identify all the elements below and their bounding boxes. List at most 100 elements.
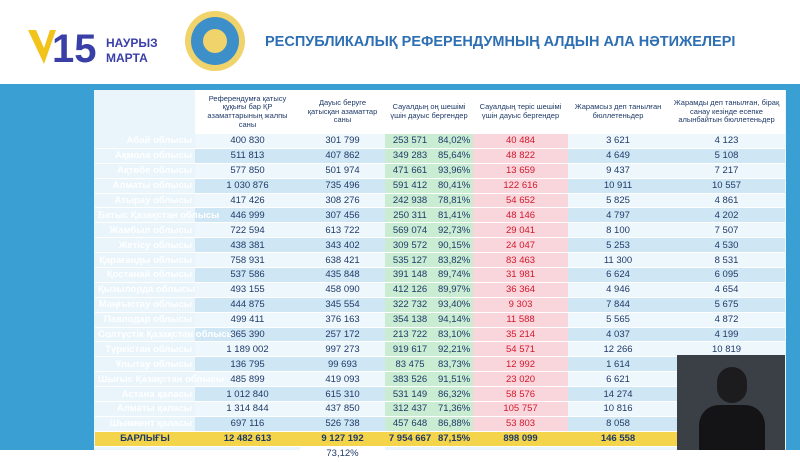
cell: 3 621	[568, 134, 669, 149]
cell: 93,96%	[435, 163, 474, 179]
cell: 10 911	[568, 178, 669, 194]
cell: 9 437	[568, 163, 669, 179]
cell: 4 946	[568, 282, 669, 298]
region-name: Маңғыстау облысы	[95, 297, 195, 313]
cell: 301 799	[300, 134, 385, 149]
cell: 591 412	[385, 178, 435, 194]
header: 15 НАУРЫЗ МАРТА РЕСПУБЛИКАЛЫҚ РЕФЕРЕНДУМ…	[0, 0, 800, 84]
cell: 90,15%	[435, 237, 474, 254]
cell: 997 273	[300, 341, 385, 358]
cell: 54 571	[473, 341, 569, 358]
cell: 485 899	[195, 371, 300, 388]
cell: 93,40%	[435, 297, 474, 313]
cell: 343 402	[300, 237, 385, 254]
cell: 136 795	[195, 356, 300, 373]
cell: 23 020	[473, 371, 569, 388]
cell: 383 526	[385, 371, 435, 388]
cell: 412 126	[385, 282, 435, 298]
cell: 11 588	[473, 312, 569, 328]
data-row: Атырау облысы 417 426 308 276 242 938 78,81%…	[95, 193, 786, 209]
cell: 4 530	[668, 237, 786, 254]
data-row: Түркістан облысы 1 189 002 997 273 919 617 9…	[95, 341, 786, 358]
cell: 758 931	[195, 252, 300, 269]
cell: 78,81%	[435, 193, 474, 209]
region-name: Түркістан облысы	[95, 341, 195, 358]
cell: 5 253	[568, 237, 669, 254]
cell: 1 614	[568, 356, 669, 373]
cell: 444 875	[195, 297, 300, 313]
cell: 7 844	[568, 297, 669, 313]
cell: 307 456	[300, 207, 385, 224]
cell: 499 411	[195, 312, 300, 328]
cell: 8 058	[568, 416, 669, 432]
cell: 7 507	[668, 222, 786, 239]
data-row: Абай облысы 400 830 301 799 253 571 84,02% 40…	[95, 134, 786, 149]
cell: 569 074	[385, 222, 435, 239]
total-row: БАРЛЫҒЫ 12 482 613 9 127 192 7 954 667 87,15…	[95, 431, 786, 447]
cell: 438 381	[195, 237, 300, 254]
cell: 81,41%	[435, 207, 474, 224]
cell: 92,21%	[435, 341, 474, 358]
cell: 83 463	[473, 252, 569, 269]
logo-text: МАРТА	[106, 51, 148, 65]
data-row: Қарағанды облысы 758 931 638 421 535 127 83,…	[95, 252, 786, 269]
cell: 250 311	[385, 207, 435, 224]
logo-number: 15	[52, 27, 97, 71]
logo: 15 НАУРЫЗ МАРТА	[28, 11, 245, 71]
cell: 615 310	[300, 386, 385, 403]
data-row: Қостанай облысы 537 586 435 848 391 148 89,7…	[95, 267, 786, 283]
region-name: БАРЛЫҒЫ	[95, 431, 195, 447]
column-header: Референдумға қатысу құқығы бар ҚР азамат…	[195, 90, 300, 134]
cell: 435 848	[300, 267, 385, 283]
cell: 365 390	[195, 327, 300, 343]
cell: 71,36%	[435, 401, 474, 417]
cell: 86,88%	[435, 416, 474, 432]
region-name: Ұлытау облысы	[95, 356, 195, 373]
region-name: Шығыс Қазақстан облысы	[95, 371, 224, 388]
cell: 13 659	[473, 163, 569, 179]
cell: 9 303	[473, 297, 569, 313]
cell: 89,97%	[435, 282, 474, 298]
cell: 5 108	[668, 148, 786, 164]
data-row: Павлодар облысы 499 411 376 163 354 138 94,1…	[95, 312, 786, 328]
cell: 11 300	[568, 252, 669, 269]
cell: 8 100	[568, 222, 669, 239]
cell: 12 482 613	[195, 431, 300, 447]
cell: 535 127	[385, 252, 435, 269]
cell: 322 732	[385, 297, 435, 313]
region-name: Солтүстік Қазақстан облысы	[95, 327, 235, 343]
cell: 86,32%	[435, 386, 474, 403]
cell: 526 738	[300, 416, 385, 432]
region-name: Жамбыл облысы	[95, 222, 195, 239]
logo-text: НАУРЫЗ	[106, 36, 158, 50]
region-name: Жетісу облысы	[95, 237, 195, 254]
cell: 105 757	[473, 401, 569, 417]
region-name: Алматы облысы	[95, 178, 195, 194]
region-name: Атырау облысы	[95, 193, 195, 209]
column-header: Жарамсыз деп танылған бюллетеньдер	[568, 90, 669, 134]
cell: 471 661	[385, 163, 435, 179]
cell: 7 217	[668, 163, 786, 179]
cell: 4 654	[668, 282, 786, 298]
cell: 83,73%	[435, 356, 474, 373]
region-name: Қызылорда облысы	[95, 282, 195, 298]
cell: 48 822	[473, 148, 569, 164]
cell: 6 624	[568, 267, 669, 283]
sign-language-overlay	[677, 355, 785, 450]
region-name: Ақмола облысы	[95, 148, 195, 164]
cell: 36 364	[473, 282, 569, 298]
data-row: Ақмола облысы 511 813 407 862 349 283 85,64%…	[95, 148, 786, 164]
data-row: Жетісу облысы 438 381 343 402 309 572 90,15%…	[95, 237, 786, 254]
cell: 309 572	[385, 237, 435, 254]
cell: 1 189 002	[195, 341, 300, 358]
cell: 54 652	[473, 193, 569, 209]
cell: 345 554	[300, 297, 385, 313]
region-name: Астана қаласы	[95, 386, 195, 403]
cell: 91,51%	[435, 371, 474, 388]
cell: 12 992	[473, 356, 569, 373]
cell: 40 484	[473, 134, 569, 149]
cell: 83,10%	[435, 327, 474, 343]
cell: 312 437	[385, 401, 435, 417]
cell: 31 981	[473, 267, 569, 283]
cell: 5 565	[568, 312, 669, 328]
